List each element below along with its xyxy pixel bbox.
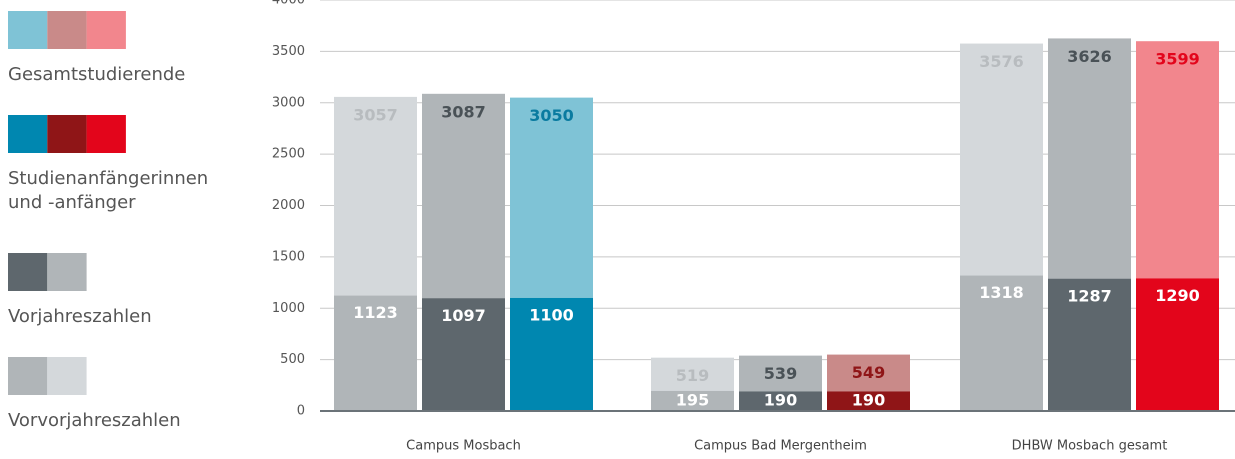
y-tick-label: 1500 [272, 249, 305, 264]
y-tick-label: 3000 [272, 95, 305, 110]
legend-label: Studienanfängerinnen [8, 168, 208, 189]
y-tick-label: 2000 [272, 198, 305, 213]
total-value-label: 3087 [441, 102, 486, 121]
y-tick-label: 3500 [272, 44, 305, 59]
legend-swatch [47, 115, 87, 153]
new-bar [334, 295, 417, 411]
y-tick-label: 0 [297, 404, 305, 419]
x-tick-label: DHBW Mosbach gesamt [1012, 439, 1168, 454]
new-value-label: 1290 [1155, 286, 1200, 305]
total-value-label: 549 [852, 363, 885, 382]
new-value-label: 1123 [353, 303, 398, 322]
total-value-label: 3050 [529, 106, 574, 125]
total-value-label: 3599 [1155, 50, 1200, 69]
y-tick-label: 1000 [272, 301, 305, 316]
new-bar [1136, 278, 1219, 411]
legend-swatch [8, 115, 48, 153]
total-value-label: 519 [676, 366, 709, 385]
new-bar [739, 391, 822, 411]
total-value-label: 3626 [1067, 47, 1112, 66]
total-value-label: 3576 [979, 52, 1024, 71]
new-bar [510, 297, 593, 411]
legend-swatch [47, 357, 87, 395]
legend-label: Gesamtstudierende [8, 64, 185, 85]
legend-swatch [86, 11, 126, 49]
legend-swatch [8, 357, 48, 395]
legend-swatch [86, 115, 126, 153]
legend-label: und -anfänger [8, 192, 136, 213]
legend-label: Vorvorjahreszahlen [8, 410, 181, 431]
legend-swatch [47, 253, 87, 291]
new-value-label: 1100 [529, 305, 574, 324]
new-bar [422, 298, 505, 411]
legend-swatch [8, 11, 48, 49]
x-tick-label: Campus Mosbach [406, 439, 521, 454]
legend-swatch [8, 253, 48, 291]
new-value-label: 1287 [1067, 286, 1112, 305]
legend-label: Vorjahreszahlen [8, 306, 152, 327]
new-bar [1048, 278, 1131, 411]
total-value-label: 3057 [353, 105, 398, 124]
new-value-label: 1097 [441, 306, 486, 325]
x-tick-label: Campus Bad Mergentheim [694, 439, 867, 454]
new-value-label: 190 [764, 391, 797, 410]
y-tick-label: 500 [280, 352, 305, 367]
new-bar [827, 391, 910, 411]
total-value-label: 539 [764, 364, 797, 383]
new-value-label: 195 [676, 391, 709, 410]
new-value-label: 1318 [979, 283, 1024, 302]
new-value-label: 190 [852, 391, 885, 410]
new-bar [651, 390, 734, 411]
y-tick-label: 2500 [272, 147, 305, 162]
legend-swatch [47, 11, 87, 49]
new-bar [960, 275, 1043, 411]
y-tick-label: 4000 [272, 0, 305, 8]
